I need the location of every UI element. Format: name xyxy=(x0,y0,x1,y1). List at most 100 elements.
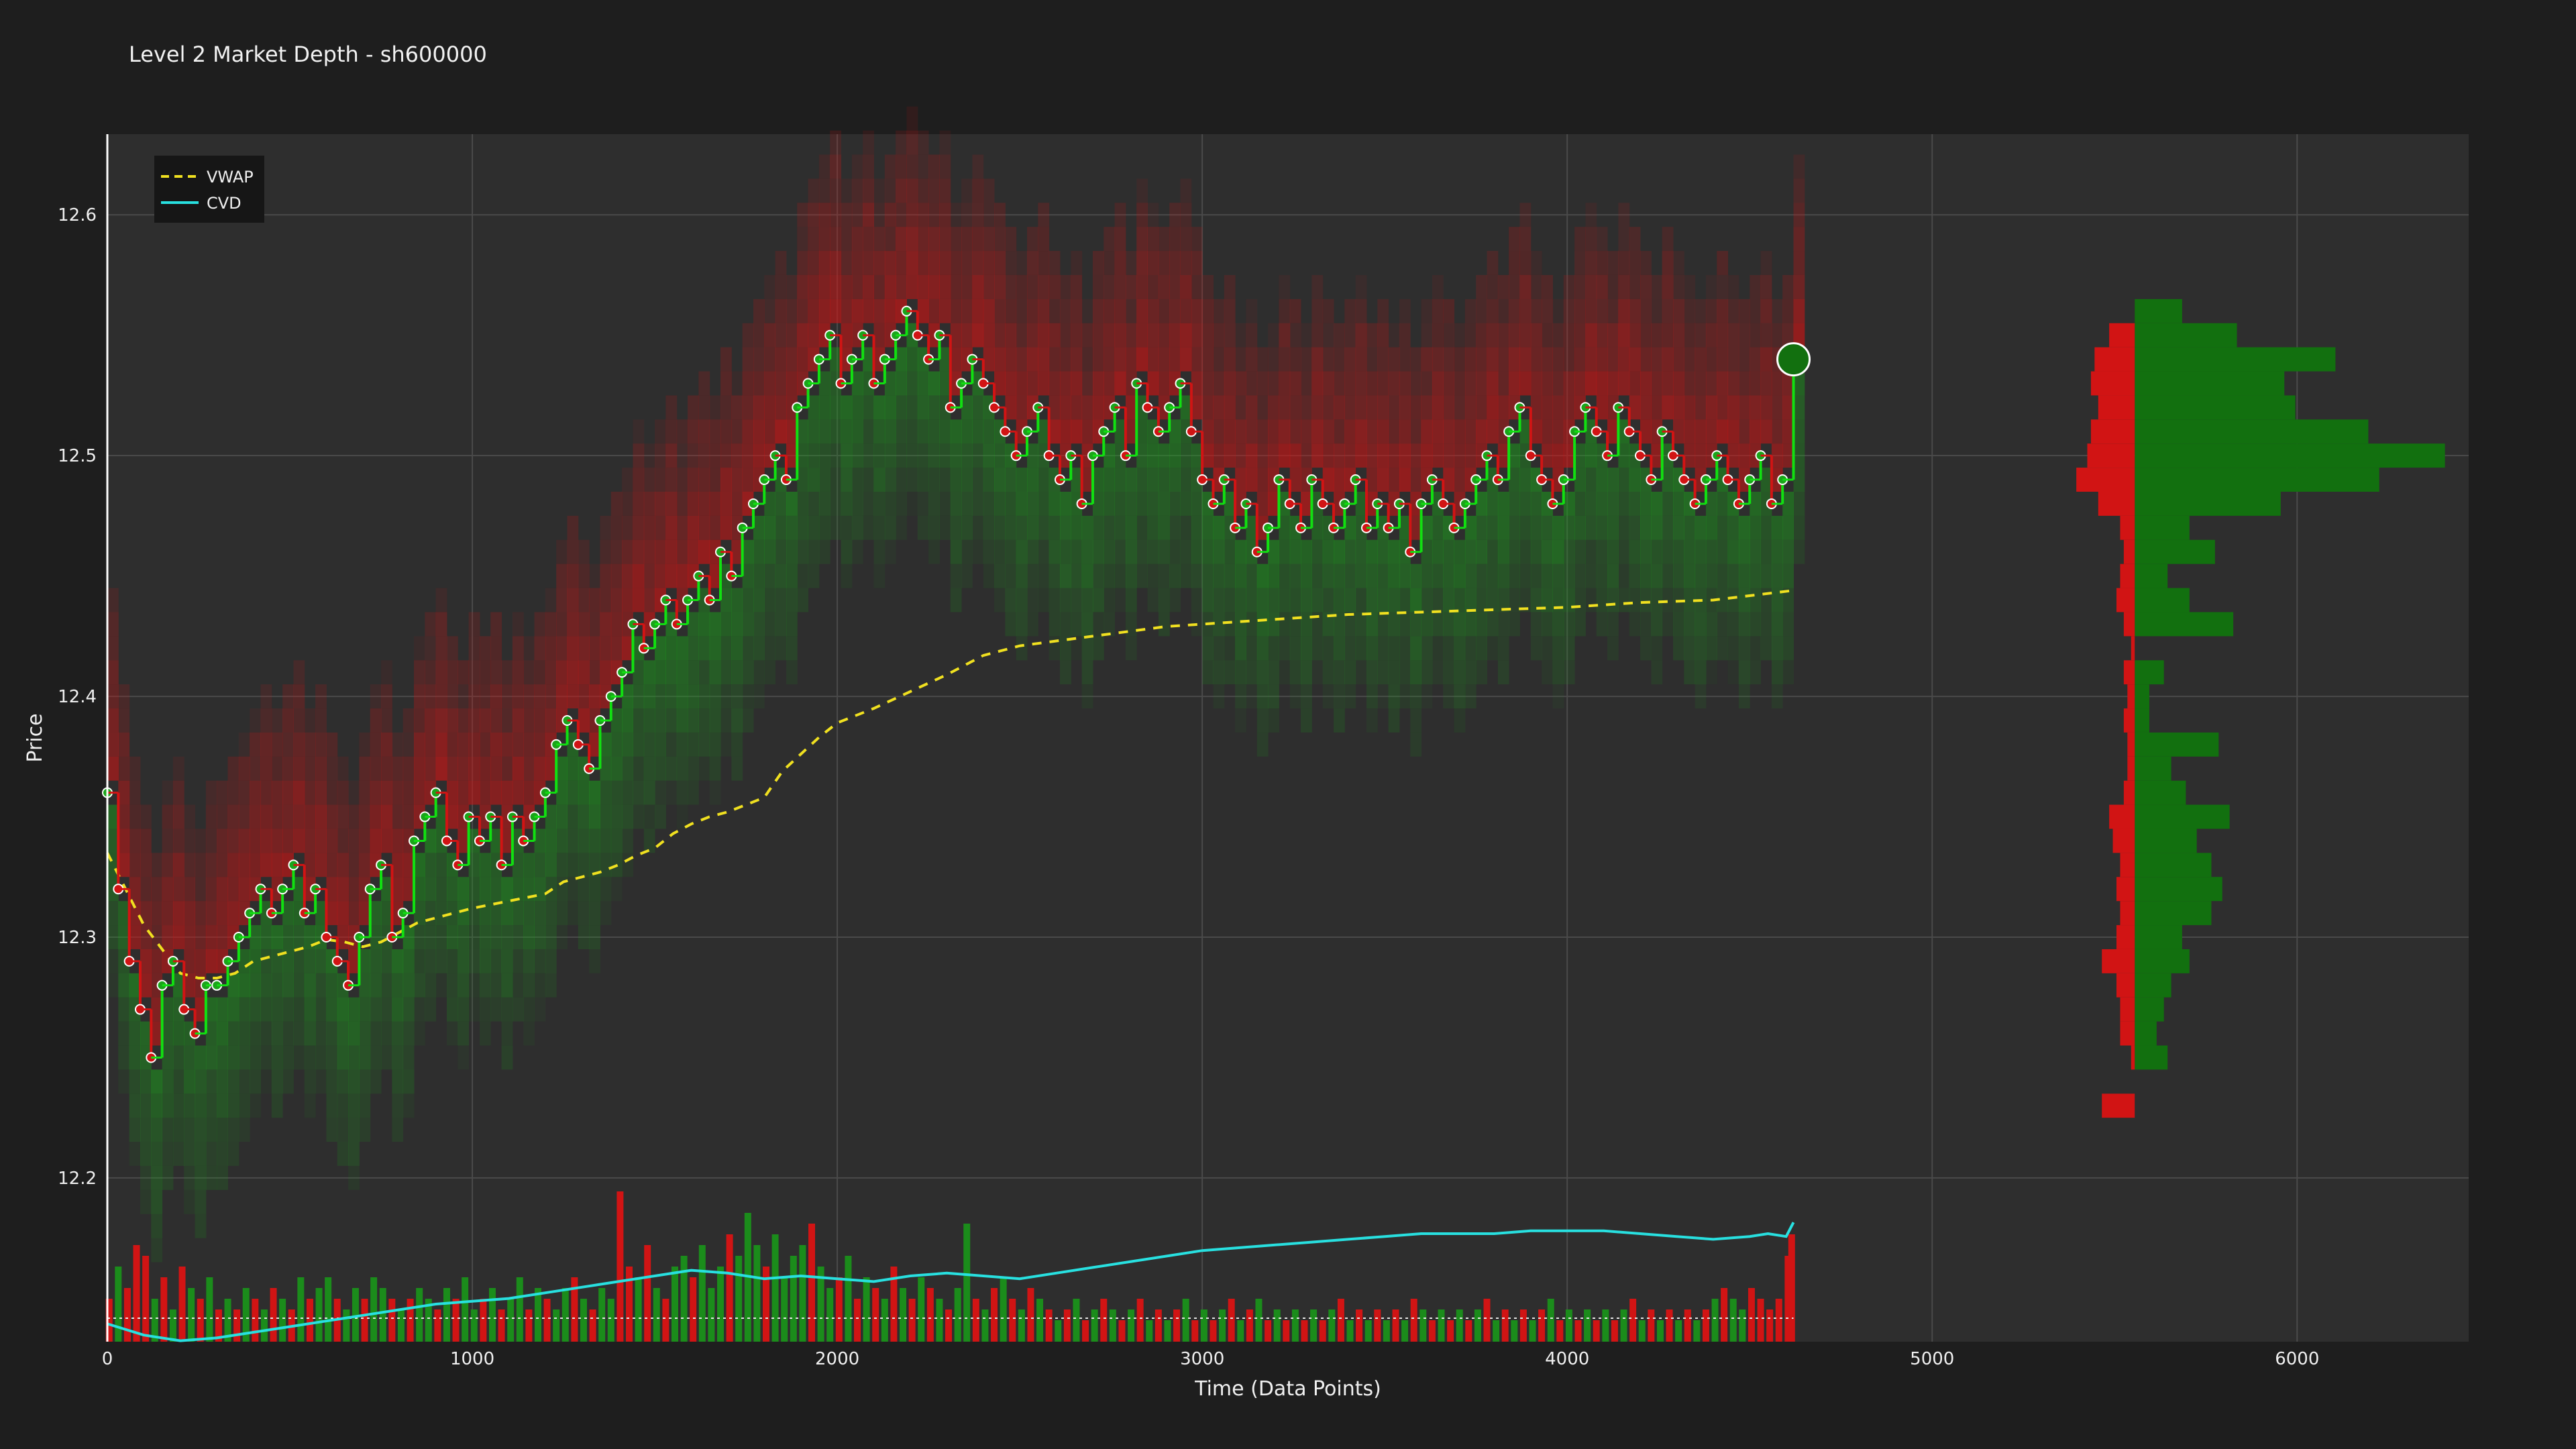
bid-depth-cell xyxy=(184,1142,196,1166)
bid-depth-cell xyxy=(1552,515,1564,540)
bid-depth-cell xyxy=(983,419,995,444)
bid-depth-cell xyxy=(184,1118,196,1142)
bid-depth-cell xyxy=(1497,660,1509,685)
bid-depth-cell xyxy=(414,997,425,1022)
bid-depth-cell xyxy=(435,804,447,829)
bid-depth-cell xyxy=(1158,468,1170,492)
bid-depth-cell xyxy=(162,1142,174,1166)
bid-depth-cell xyxy=(205,1093,217,1118)
bid-depth-cell xyxy=(1311,515,1324,540)
bid-depth-cell xyxy=(195,1118,207,1142)
legend[interactable]: VWAP CVD xyxy=(154,156,264,223)
bid-depth-cell xyxy=(1432,588,1444,612)
bid-depth-cell xyxy=(797,492,809,516)
volume-bar xyxy=(1383,1320,1390,1342)
ask-depth-cell xyxy=(720,515,732,540)
bid-depth-cell xyxy=(786,636,798,661)
ask-depth-cell xyxy=(523,780,535,805)
ask-depth-cell xyxy=(1224,395,1236,420)
ask-depth-cell xyxy=(1750,395,1762,420)
bid-depth-cell xyxy=(851,371,863,396)
ask-depth-cell xyxy=(1793,178,1805,203)
bid-depth-cell xyxy=(676,732,688,757)
ask-depth-cell xyxy=(884,154,896,179)
ask-depth-cell xyxy=(928,154,940,179)
ask-depth-cell xyxy=(1574,251,1586,275)
bid-depth-cell xyxy=(162,1069,174,1094)
ask-depth-cell xyxy=(238,877,250,902)
bid-depth-cell xyxy=(1366,564,1378,588)
bid-depth-cell xyxy=(1618,515,1630,540)
ask-depth-cell xyxy=(994,347,1006,372)
ask-depth-cell xyxy=(1268,419,1279,444)
ask-depth-cell xyxy=(1081,323,1093,347)
bid-depth-cell xyxy=(501,925,513,949)
volume-bar xyxy=(790,1256,797,1342)
ask-depth-cell xyxy=(205,949,217,973)
ask-depth-cell xyxy=(1760,347,1772,372)
volume-bar xyxy=(388,1299,396,1342)
bid-depth-cell xyxy=(1016,588,1028,612)
volume-bar xyxy=(1018,1309,1025,1342)
bid-depth-cell xyxy=(1662,539,1674,564)
ask-depth-cell xyxy=(217,853,229,877)
ask-depth-cell xyxy=(1727,371,1739,396)
ask-depth-cell xyxy=(195,828,207,853)
ask-depth-cell xyxy=(961,299,973,323)
bid-depth-cell xyxy=(1256,708,1269,733)
bid-depth-cell xyxy=(1793,539,1805,564)
ask-depth-cell xyxy=(841,251,853,275)
bid-depth-cell xyxy=(402,1045,415,1070)
ask-depth-cell xyxy=(381,756,392,781)
ask-depth-cell xyxy=(808,251,820,275)
volume-bar xyxy=(1656,1320,1664,1342)
ask-depth-cell xyxy=(939,130,951,155)
bid-depth-cell xyxy=(1092,564,1104,588)
bid-depth-cell xyxy=(1738,515,1750,540)
ask-depth-cell xyxy=(1705,323,1717,347)
bid-depth-cell xyxy=(184,1045,196,1070)
bid-depth-cell xyxy=(1509,492,1520,516)
ask-depth-cell xyxy=(1563,443,1575,468)
ask-depth-cell xyxy=(764,274,776,299)
ask-depth-cell xyxy=(315,732,327,757)
bid-depth-cell xyxy=(118,973,130,998)
bid-depth-cell xyxy=(1005,492,1017,516)
bid-depth-cell xyxy=(205,1165,217,1190)
ask-depth-cell xyxy=(1563,323,1575,347)
ask-depth-cell xyxy=(1574,227,1586,252)
ask-depth-cell xyxy=(1016,299,1028,323)
bid-depth-cell xyxy=(260,997,272,1022)
bid-depth-cell xyxy=(1717,539,1729,564)
bid-depth-cell xyxy=(939,468,951,492)
bid-depth-cell xyxy=(129,973,141,998)
ask-depth-cell xyxy=(184,828,196,853)
bid-depth-cell xyxy=(896,371,907,396)
bid-depth-cell xyxy=(425,949,437,973)
bid-depth-cell xyxy=(917,443,929,468)
ask-depth-cell xyxy=(917,130,929,155)
ask-depth-cell xyxy=(589,636,600,661)
ask-depth-cell xyxy=(501,780,513,805)
bid-depth-cell xyxy=(742,588,754,612)
bid-depth-cell xyxy=(1640,636,1652,661)
bid-depth-cell xyxy=(1651,660,1663,685)
volume-bar xyxy=(945,1309,953,1342)
ask-depth-cell xyxy=(1158,323,1170,347)
bid-depth-cell xyxy=(545,901,557,926)
bid-depth-cell xyxy=(643,804,655,829)
bid-depth-cell xyxy=(1727,515,1739,540)
volume-bar xyxy=(1602,1309,1609,1342)
bid-depth-cell xyxy=(381,1045,392,1070)
bid-depth-cell xyxy=(1596,612,1608,637)
bid-depth-cell xyxy=(282,949,294,973)
bid-depth-cell xyxy=(260,925,272,949)
bid-depth-cell xyxy=(1727,660,1739,685)
bid-depth-cell xyxy=(808,468,820,492)
ask-depth-cell xyxy=(195,877,207,902)
bid-depth-cell xyxy=(556,853,568,877)
ask-depth-cell xyxy=(315,756,327,781)
bid-depth-cell xyxy=(1256,612,1269,637)
volume-bar xyxy=(1346,1320,1354,1342)
ask-depth-cell xyxy=(1618,274,1630,299)
